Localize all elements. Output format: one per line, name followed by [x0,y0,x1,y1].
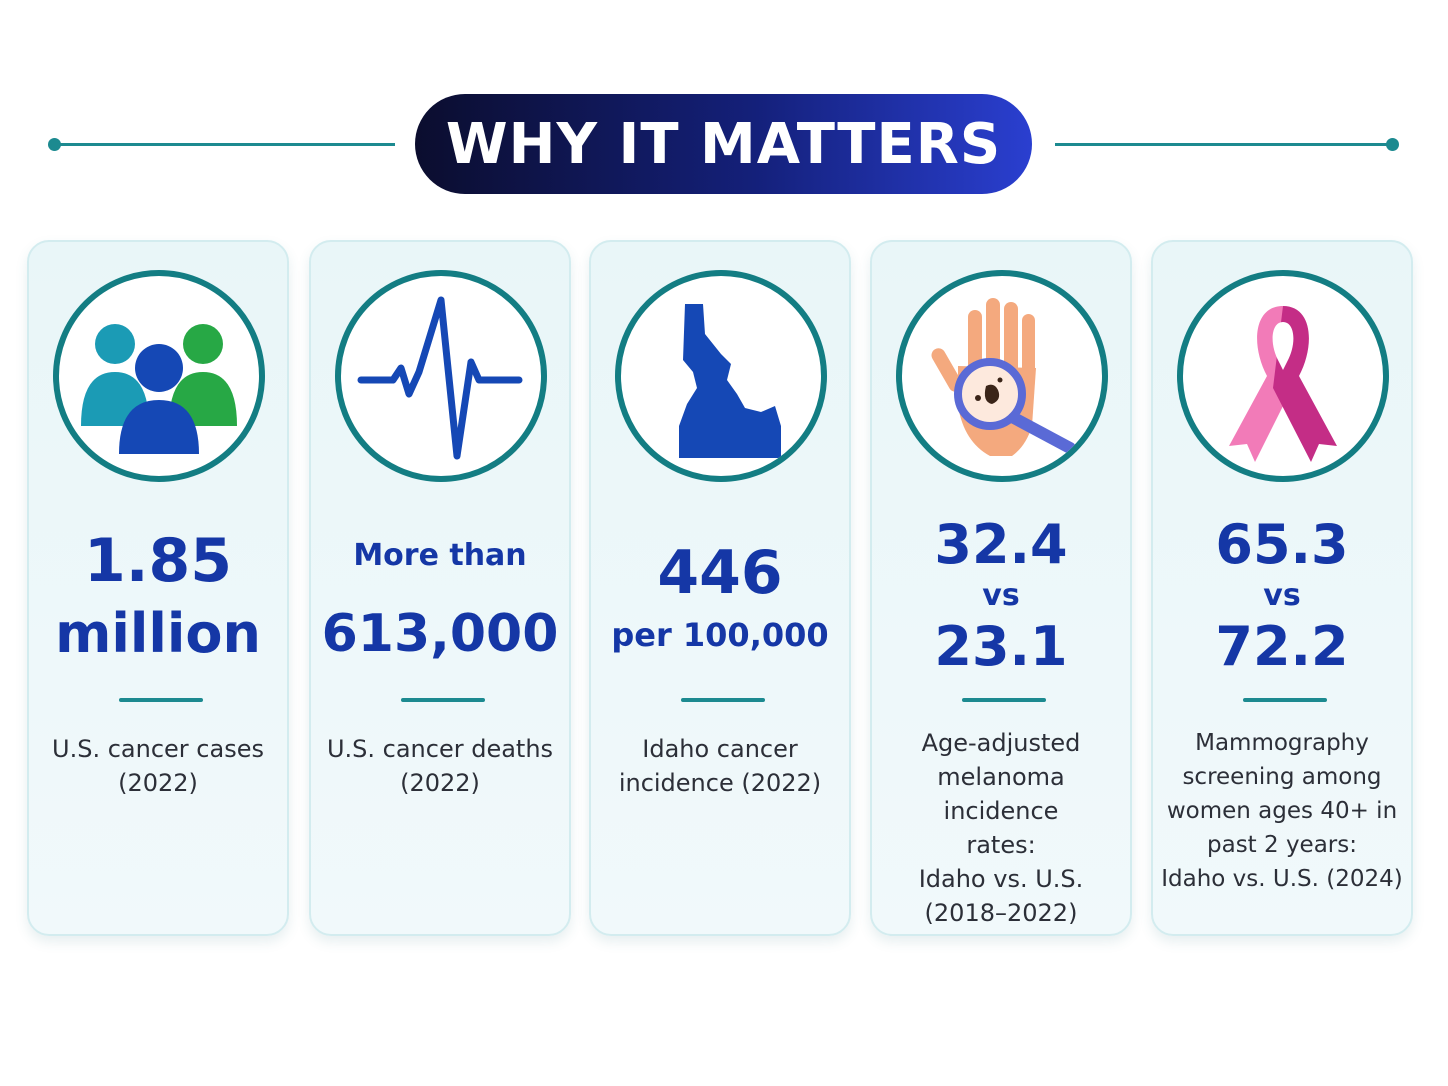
page-title: WHY IT MATTERS [445,111,1002,177]
card-divider [1243,698,1327,702]
caption-line: Idaho cancer [642,735,798,763]
stat-prefix: More than [353,538,527,573]
stat-caption: Mammography screening among women ages 4… [1159,726,1405,896]
card-divider [119,698,203,702]
header-rule-left [55,143,395,146]
caption-line: Idaho vs. U.S. [918,865,1084,893]
caption-line: melanoma incidence [937,763,1065,825]
card-divider [401,698,485,702]
caption-line: (2022) [118,769,198,797]
card-divider [962,698,1046,702]
pink-ribbon-icon [1177,270,1389,482]
stat-idaho-value: 65.3 [1215,513,1349,576]
header-rule-right [1055,143,1393,146]
stat-card-mammography: 65.3 vs 72.2 Mammography screening among… [1151,240,1413,936]
hand-magnifier-icon [896,270,1108,482]
caption-line: U.S. cancer deaths [326,735,554,763]
caption-line: (2018–2022) [924,899,1078,927]
stat-value: 1.85 [83,526,233,596]
stat-card-cases: 1.85 million U.S. cancer cases (2022) [27,240,289,936]
stat-caption: U.S. cancer cases (2022) [35,732,281,800]
caption-line: Idaho vs. U.S. (2024) [1161,866,1403,892]
caption-line: Mammography [1195,730,1369,756]
caption-line: (2022) [400,769,480,797]
stat-card-deaths: More than 613,000 U.S. cancer deaths (20… [309,240,571,936]
stat-card-idaho-incidence: 446 per 100,000 Idaho cancer incidence (… [589,240,851,936]
header-rule-left-dot [48,138,61,151]
stat-caption: Idaho cancer incidence (2022) [597,732,843,800]
stat-value: 446 [657,538,783,608]
caption-line: women ages 40+ in [1166,798,1398,824]
stat-vs: vs [982,578,1020,613]
caption-line: screening among [1182,764,1382,790]
stat-us-value: 72.2 [1215,615,1349,678]
caption-line: Age-adjusted [921,729,1081,757]
stat-caption: U.S. cancer deaths (2022) [317,732,563,800]
people-group-icon [53,270,265,482]
caption-line: rates: [966,831,1036,859]
heartbeat-icon [335,270,547,482]
caption-line: U.S. cancer cases [52,735,264,763]
stat-unit: per 100,000 [611,616,829,654]
stat-card-melanoma: 32.4 vs 23.1 Age-adjusted melanoma incid… [870,240,1132,936]
stat-value: 613,000 [321,604,559,664]
stat-idaho-value: 32.4 [934,513,1068,576]
title-banner: WHY IT MATTERS [415,94,1032,194]
stat-vs: vs [1263,578,1301,613]
caption-line: past 2 years: [1207,832,1357,858]
stat-unit: million [55,602,261,665]
stat-caption: Age-adjusted melanoma incidence rates: I… [878,726,1124,930]
idaho-map-icon [615,270,827,482]
stat-us-value: 23.1 [934,615,1068,678]
header-rule-right-dot [1386,138,1399,151]
caption-line: incidence (2022) [618,769,822,797]
card-divider [681,698,765,702]
